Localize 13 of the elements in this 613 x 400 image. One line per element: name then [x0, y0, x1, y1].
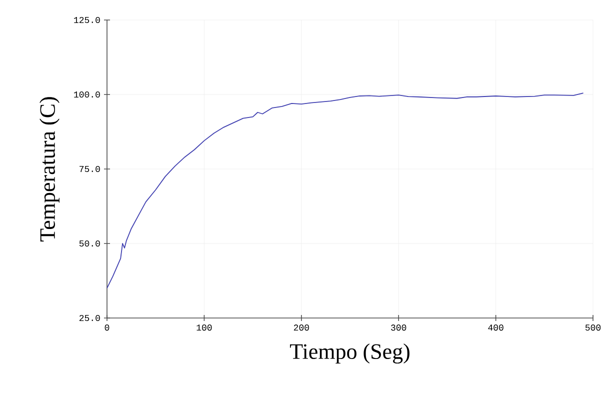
y-axis-title: Temperatura (C) [40, 97, 60, 242]
y-tick-label: 25.0 [79, 314, 100, 322]
y-tick-label: 100.0 [74, 91, 100, 98]
x-tick-label: 100 [196, 324, 212, 331]
x-tick-label: 0 [104, 324, 110, 331]
y-tick-label: 50.0 [79, 240, 100, 247]
x-axis-title: Tiempo (Seg) [290, 344, 410, 364]
x-tick-label: 500 [585, 324, 601, 331]
x-tick-label: 300 [391, 324, 406, 331]
y-tick-label: 75.0 [80, 166, 100, 172]
x-tick-label: 200 [294, 324, 309, 331]
x-tick-label: 400 [488, 324, 504, 331]
y-tick-label: 125.0 [74, 16, 100, 24]
